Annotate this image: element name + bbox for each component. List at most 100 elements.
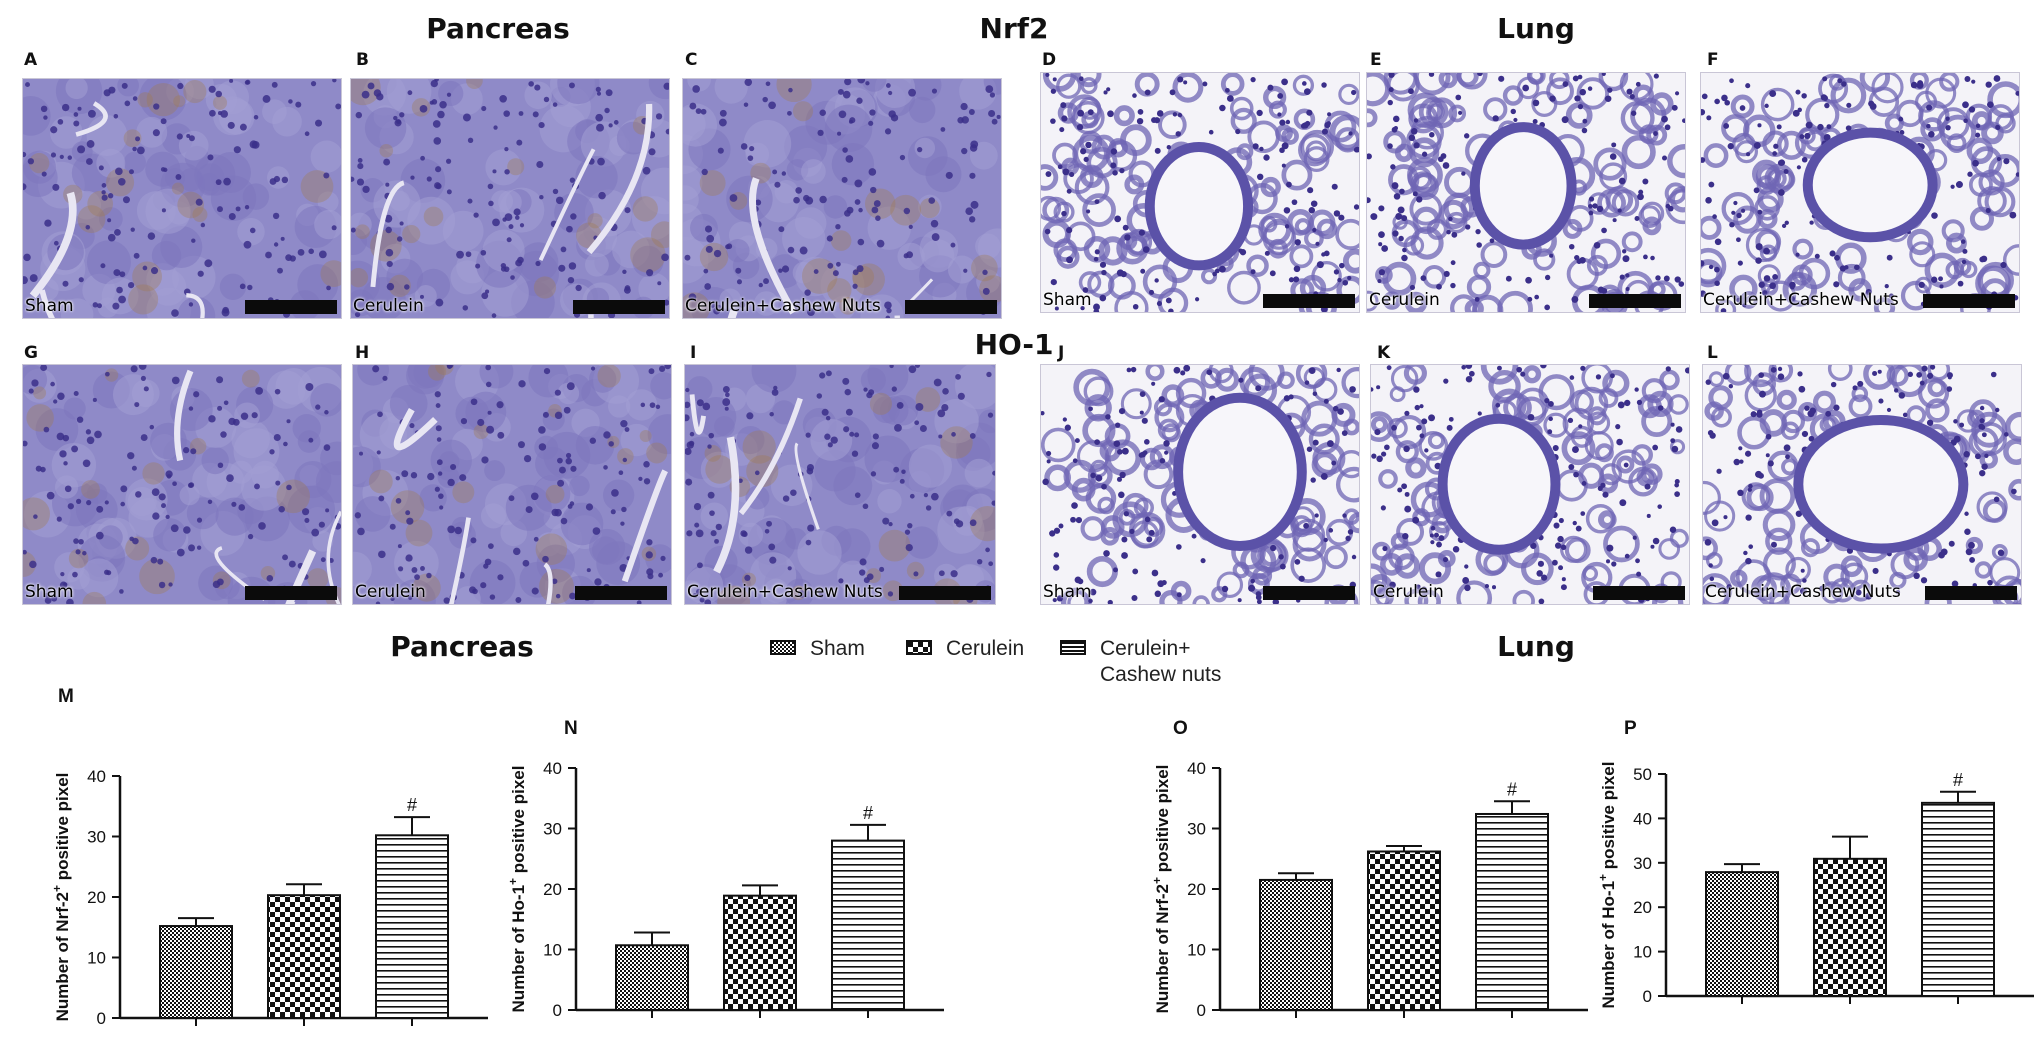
scale-bar xyxy=(1589,294,1681,308)
panel-letter-h: H xyxy=(355,343,370,363)
legend-item-sham: Sham xyxy=(770,636,865,662)
micrograph-f: Cerulein+Cashew Nuts xyxy=(1700,72,2020,313)
legend-swatch-sham xyxy=(770,640,796,655)
chart-panel-letter-m: M xyxy=(58,686,74,707)
significance-marker: # xyxy=(407,795,417,815)
ho1-title: HO-1 xyxy=(974,328,1054,361)
y-tick-label: 10 xyxy=(1633,943,1652,962)
panel-letter-j: J xyxy=(1058,343,1065,363)
bar-cerulein xyxy=(1367,850,1441,1011)
y-tick-label: 30 xyxy=(1633,854,1652,873)
nrf2-title: Nrf2 xyxy=(979,12,1049,45)
condition-label: Cerulein xyxy=(1373,582,1444,602)
chart-o-nrf2-lung: O 0 10 20 30 40 # Number of Nrf-2+ positive pix… xyxy=(1150,718,1588,1020)
y-tick-label: 20 xyxy=(87,888,106,907)
micrograph-e: Cerulein xyxy=(1366,72,1686,313)
significance-marker: # xyxy=(1953,770,1963,790)
condition-label: Cerulein xyxy=(355,582,426,602)
panel-letter-a: A xyxy=(24,50,38,70)
scale-bar xyxy=(245,586,337,600)
bar-cerulein-cashew xyxy=(1921,801,1995,997)
tissue-texture xyxy=(23,365,341,604)
legend-item-cerulein: Cerulein xyxy=(906,636,1024,662)
micrograph-k: Cerulein xyxy=(1370,364,1690,605)
tissue-texture xyxy=(683,79,1001,318)
micrograph-c: Cerulein+Cashew Nuts xyxy=(682,78,1002,319)
micrograph-a: Sham xyxy=(22,78,342,319)
y-tick-label: 30 xyxy=(1187,820,1206,839)
scale-bar xyxy=(1593,586,1685,600)
micrograph-h: Cerulein xyxy=(352,364,672,605)
chart-p-ho1-lung: P 0 10 20 30 40 50 # Number of Ho-1+ positive pi… xyxy=(1596,718,2034,1009)
chart-panel-letter-p: P xyxy=(1624,718,1637,739)
chart-m-nrf2-pancreas: M 0 10 20 30 40 # Number of Nrf-2+ positive pix… xyxy=(50,686,488,1028)
bar-cerulein xyxy=(1813,857,1887,997)
y-tick-label: 10 xyxy=(1187,941,1206,960)
bar-cerulein xyxy=(267,894,341,1019)
lung-title-bottom: Lung xyxy=(1497,630,1575,663)
scale-bar xyxy=(905,300,997,314)
significance-marker: # xyxy=(863,803,873,823)
chart-n-ho1-pancreas: N 0 10 20 30 40 # Number of Ho-1+ positive pixe… xyxy=(506,718,944,1020)
bar-cerulein-cashew xyxy=(375,834,449,1019)
condition-label: Sham xyxy=(1043,582,1092,602)
legend-label-sham: Sham xyxy=(810,637,865,660)
condition-label: Cerulein+Cashew Nuts xyxy=(1705,582,1901,602)
y-tick-label: 0 xyxy=(1643,987,1652,1006)
panel-letter-f: F xyxy=(1707,50,1719,70)
y-axis-label: Number of Ho-1+ positive pixel xyxy=(1596,762,1618,1009)
panel-letter-c: C xyxy=(685,50,698,70)
condition-label: Sham xyxy=(1043,290,1092,310)
condition-label: Cerulein+Cashew Nuts xyxy=(1703,290,1899,310)
pancreas-title-bottom: Pancreas xyxy=(390,630,534,663)
tissue-texture xyxy=(353,365,671,604)
y-tick-label: 40 xyxy=(1187,759,1206,778)
y-tick-label: 40 xyxy=(543,759,562,778)
scale-bar xyxy=(1923,294,2015,308)
condition-label: Cerulein+Cashew Nuts xyxy=(687,582,883,602)
bar-sham xyxy=(1259,878,1333,1011)
y-axis-label: Number of Ho-1+ positive pixel xyxy=(506,766,528,1013)
panel-letter-l: L xyxy=(1707,343,1718,363)
scale-bar xyxy=(575,586,667,600)
bar-sham xyxy=(159,925,233,1019)
tissue-texture xyxy=(1041,365,1359,604)
panel-letter-b: B xyxy=(356,50,369,70)
legend-label-cerulein-cashew: Cerulein+ Cashew nuts xyxy=(1100,637,1222,686)
y-tick-label: 0 xyxy=(1197,1001,1206,1020)
y-tick-label: 0 xyxy=(553,1001,562,1020)
scale-bar xyxy=(573,300,665,314)
tissue-texture xyxy=(1703,365,2021,604)
tissue-texture xyxy=(1041,73,1359,312)
micrograph-l: Cerulein+Cashew Nuts xyxy=(1702,364,2022,605)
panel-letter-i: I xyxy=(690,343,697,363)
scale-bar xyxy=(899,586,991,600)
panel-letter-k: K xyxy=(1377,343,1391,363)
bar-sham xyxy=(1705,871,1779,997)
micrograph-d: Sham xyxy=(1040,72,1360,313)
tissue-texture xyxy=(1701,73,2019,312)
micrograph-b: Cerulein xyxy=(350,78,670,319)
bar-cerulein xyxy=(723,894,797,1011)
y-axis-label: Number of Nrf-2+ positive pixel xyxy=(50,773,72,1022)
y-tick-label: 0 xyxy=(97,1009,106,1028)
scale-bar xyxy=(1925,586,2017,600)
panel-letter-g: G xyxy=(24,343,38,363)
scale-bar xyxy=(245,300,337,314)
chart-panel-letter-o: O xyxy=(1173,718,1188,739)
condition-label: Cerulein xyxy=(1369,290,1440,310)
y-tick-label: 10 xyxy=(87,949,106,968)
panel-letter-e: E xyxy=(1370,50,1382,70)
panel-letter-d: D xyxy=(1042,50,1057,70)
y-tick-label: 30 xyxy=(543,820,562,839)
y-tick-label: 10 xyxy=(543,941,562,960)
legend-item-cerulein-cashew: Cerulein+ Cashew nuts xyxy=(1060,636,1221,688)
y-tick-label: 20 xyxy=(543,880,562,899)
y-axis-label: Number of Nrf-2+ positive pixel xyxy=(1150,765,1172,1014)
condition-label: Sham xyxy=(25,296,74,316)
legend-label-cerulein: Cerulein xyxy=(946,637,1025,660)
bar-cerulein-cashew xyxy=(1475,812,1549,1012)
tissue-texture xyxy=(1371,365,1689,604)
tissue-texture xyxy=(1367,73,1685,312)
legend-swatch-cerulein-cashew xyxy=(1060,640,1086,655)
